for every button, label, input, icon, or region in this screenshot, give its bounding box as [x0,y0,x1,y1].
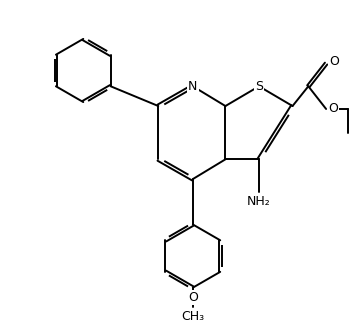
Text: O: O [328,102,338,115]
Text: N: N [188,80,198,93]
Text: O: O [329,55,339,68]
Text: S: S [255,80,263,93]
Text: CH₃: CH₃ [181,310,205,323]
Text: O: O [188,291,198,304]
Text: NH₂: NH₂ [247,195,271,208]
